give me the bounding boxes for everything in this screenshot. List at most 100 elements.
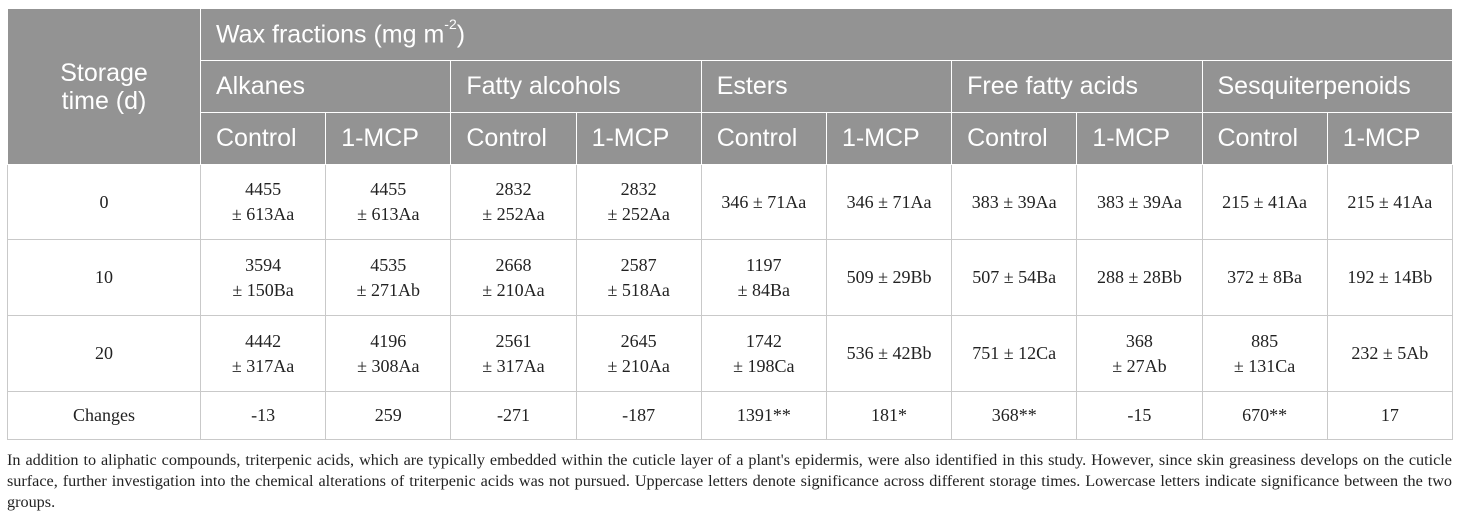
table-cell: 1197 ± 84Ba [700, 239, 827, 316]
table-cell: 2645 ± 210Aa [575, 315, 702, 392]
cell-line: ± 84Ba [737, 279, 791, 300]
group-title-superscript: -2 [444, 15, 457, 32]
cell-line: 181* [871, 405, 908, 425]
table-cell: 232 ± 5Ab [1326, 315, 1453, 392]
table-cell: -15 [1076, 391, 1203, 440]
fraction-header: Sesquiterpenoids [1201, 60, 1453, 113]
table-row: 0 4455 ± 613Aa 4455 ± 613Aa 2832 ± 252Aa 2832 ± … [7, 164, 1453, 240]
cell-line: 383 ± 39Aa [971, 191, 1057, 212]
wax-fractions-header: Wax fractions (mg m-2) [200, 8, 1453, 61]
treatment-header: Control [1201, 112, 1328, 165]
treatment-header: Control [951, 112, 1078, 165]
cell-line: 192 ± 14Bb [1347, 267, 1433, 287]
cell-line: ± 317Aa [231, 355, 295, 376]
cell-line: 536 ± 42Bb [846, 343, 932, 363]
cell-line: 2645 [620, 330, 657, 351]
cell-line: 509 ± 29Bb [846, 267, 932, 287]
fraction-header: Free fatty acids [951, 60, 1203, 113]
cell-line: -13 [251, 405, 276, 425]
storage-header-line2: time (d) [61, 86, 147, 115]
cell-line: 885 [1251, 330, 1279, 351]
table-cell: 507 ± 54Ba [951, 239, 1078, 316]
cell-line: ± 308Aa [357, 355, 420, 376]
cell-line: ± 518Aa [607, 279, 670, 300]
treatment-header: Control [450, 112, 577, 165]
table-body: 0 4455 ± 613Aa 4455 ± 613Aa 2832 ± 252Aa 2832 ± … [7, 164, 1453, 440]
table-cell: 751 ± 12Ca [951, 315, 1078, 392]
table-cell: 259 [325, 391, 452, 440]
table-cell: 368** [951, 391, 1078, 440]
cell-line: 4535 [370, 254, 407, 275]
table-cell: 181* [825, 391, 953, 440]
table-cell: 2832 ± 252Aa [575, 164, 702, 240]
cell-line: 17 [1380, 405, 1399, 425]
table-cell: 383 ± 39Aa [951, 164, 1078, 240]
treatment-header: 1-MCP [1326, 112, 1453, 165]
fraction-header: Alkanes [199, 60, 452, 113]
table-row: 20 4442 ± 317Aa 4196 ± 308Aa 2561 ± 317Aa 2645 ±… [7, 315, 1453, 392]
cell-line: 1197 [746, 254, 782, 275]
cell-line: 4455 [370, 179, 407, 199]
cell-line: 288 ± 28Bb [1096, 267, 1182, 287]
cell-line: 346 ± 71Aa [721, 191, 807, 212]
cell-line: ± 252Aa [607, 204, 670, 224]
cell-line: 2832 [495, 179, 532, 199]
table-cell: 536 ± 42Bb [825, 315, 953, 392]
cell-line: 372 ± 8Ba [1227, 267, 1303, 287]
fraction-header: Fatty alcohols [450, 60, 702, 113]
cell-line: 670** [1242, 405, 1288, 425]
table-cell: 1391** [700, 391, 827, 440]
cell-line: ± 613Aa [357, 204, 420, 224]
table-cell: 17 [1326, 391, 1453, 440]
table-cell: 4196 ± 308Aa [325, 315, 452, 392]
table-cell: -187 [575, 391, 702, 440]
cell-line: ± 150Ba [232, 279, 294, 300]
cell-line: 4455 [245, 179, 282, 199]
treatment-header: 1-MCP [1076, 112, 1203, 165]
cell-line: ± 198Ca [733, 355, 795, 376]
table-cell: 346 ± 71Aa [825, 164, 953, 240]
cell-line: 215 ± 41Aa [1222, 191, 1308, 212]
table-cell: 372 ± 8Ba [1201, 239, 1328, 316]
cell-line: ± 210Aa [607, 355, 670, 376]
cell-line: -15 [1127, 405, 1152, 425]
table-cell: 670** [1201, 391, 1328, 440]
wax-fractions-table: Storage time (d) Wax fractions (mg m-2) … [7, 8, 1453, 440]
cell-line: ± 613Aa [231, 204, 295, 224]
table-cell: 885 ± 131Ca [1201, 315, 1328, 392]
table-cell: 2832 ± 252Aa [450, 164, 577, 240]
table-cell: 4442 ± 317Aa [199, 315, 327, 392]
cell-line: ± 27Ab [1112, 355, 1167, 376]
table-cell: 383 ± 39Aa [1076, 164, 1203, 240]
table-cell: 192 ± 14Bb [1326, 239, 1453, 316]
treatment-header: 1-MCP [325, 112, 452, 165]
table-cell: 4455 ± 613Aa [199, 164, 327, 240]
table-footnote: In addition to aliphatic compounds, trit… [7, 451, 1452, 511]
cell-line: 259 [374, 405, 402, 425]
cell-line: -271 [496, 405, 530, 425]
table-cell: -271 [450, 391, 577, 440]
treatment-header: Control [700, 112, 827, 165]
cell-line: ± 252Aa [482, 204, 545, 224]
cell-line: 232 ± 5Ab [1351, 343, 1429, 363]
cell-line: 1742 [745, 330, 782, 351]
table-cell: 1742 ± 198Ca [700, 315, 827, 392]
cell-line: 2832 [620, 179, 657, 199]
cell-line: 215 ± 41Aa [1347, 191, 1433, 212]
table-cell: 3594 ± 150Ba [199, 239, 327, 316]
table-row: 10 3594 ± 150Ba 4535 ± 271Ab 2668 ± 210Aa 2587 ±… [7, 239, 1453, 316]
cell-line: 2587 [620, 254, 657, 275]
group-title-close: ) [456, 20, 466, 49]
cell-line: ± 271Ab [356, 279, 420, 300]
cell-line: 368 [1125, 330, 1153, 351]
cell-line: ± 131Ca [1233, 355, 1296, 376]
row-label: 10 [7, 239, 201, 316]
header-row-group: Storage time (d) Wax fractions (mg m-2) [7, 8, 1453, 165]
cell-line: 2668 [495, 254, 532, 275]
header-row-fractions: Alkanes Fatty alcohols Esters Free fatty ac… [8, 60, 1453, 113]
table-cell: 2668 ± 210Aa [450, 239, 577, 316]
cell-line: ± 210Aa [482, 279, 545, 300]
cell-line: -187 [622, 405, 656, 425]
table-container: Storage time (d) Wax fractions (mg m-2) … [7, 8, 1453, 529]
table-cell: 346 ± 71Aa [700, 164, 827, 240]
